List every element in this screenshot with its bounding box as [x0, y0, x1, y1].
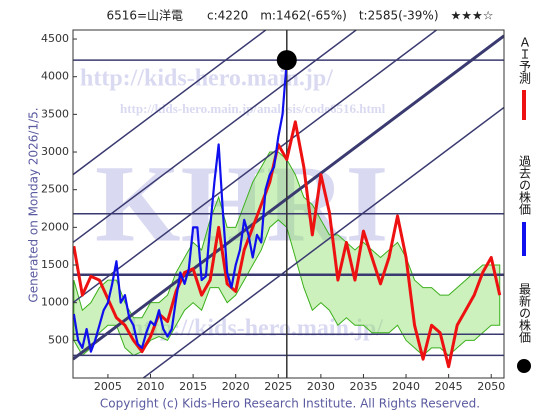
y-tick-label: 500: [48, 333, 69, 346]
trend-line: [73, 34, 504, 361]
y-tick-label: 3000: [41, 145, 69, 158]
y-tick-label: 2500: [41, 183, 69, 196]
x-tick-label: 2015: [179, 380, 207, 393]
x-tick-label: 2005: [94, 380, 122, 393]
trend-line: [73, 30, 438, 304]
y-tick-label: 4000: [41, 70, 69, 83]
legend-label: ＡＩ予測: [518, 36, 532, 85]
x-tick-label: 2025: [264, 380, 292, 393]
x-tick-label: 2030: [307, 380, 335, 393]
y-tick-label: 1500: [41, 258, 69, 271]
series-line: [73, 60, 288, 353]
x-tick-label: 2040: [392, 380, 420, 393]
plot-frame: [72, 29, 505, 379]
plot-area: http://kids-hero.main.jp/http://kids-her…: [73, 30, 504, 378]
axes: 500 1000 1500 2000 2500 3000 3500 4000 4500 2005 2…: [41, 32, 505, 393]
y-tick-label: 3500: [41, 107, 69, 120]
series-line: [73, 120, 502, 369]
chart-title: 6516=山洋電 c:4220 m:1462(-65%) t:2585(-39%…: [106, 8, 493, 23]
watermark: http://kids-hero.main.jp/: [80, 66, 333, 92]
legend-label: 過去の株価: [518, 155, 532, 215]
x-tick-label: 2045: [435, 380, 463, 393]
forecast-band: [73, 151, 501, 357]
x-tick-label: 2035: [349, 380, 377, 393]
trend-line: [142, 106, 504, 378]
side-note: Generated on Monday 2026/1/5.: [27, 107, 41, 302]
trend-line: [73, 30, 268, 176]
trend-line: [73, 30, 358, 244]
x-tick-label: 2020: [222, 380, 250, 393]
y-tick-label: 4500: [41, 32, 69, 45]
x-tick-label: 2050: [477, 380, 505, 393]
legend-swatch: [517, 359, 531, 373]
latest-price: [276, 50, 297, 71]
legend-label: 最新の株価: [518, 283, 532, 343]
y-tick-label: 2000: [41, 220, 69, 233]
x-tick-label: 2010: [137, 380, 165, 393]
y-tick-label: 1000: [41, 296, 69, 309]
footer: Copyright (c) Kids-Hero Research Institu…: [100, 397, 480, 411]
